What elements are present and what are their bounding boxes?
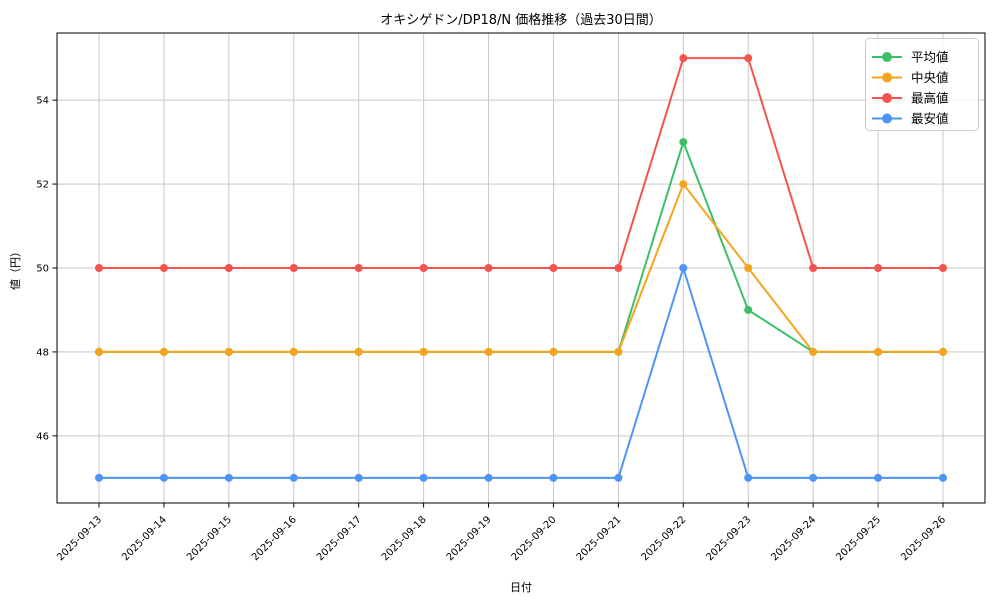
x-tick-label: 2025-09-14 xyxy=(120,514,169,563)
y-tick-label: 52 xyxy=(36,180,49,191)
data-point-lowest xyxy=(549,473,558,482)
data-point-median xyxy=(95,347,103,356)
data-point-highest xyxy=(95,264,103,272)
data-point-average xyxy=(744,305,753,314)
y-tick-label: 48 xyxy=(36,347,49,358)
data-point-highest xyxy=(744,54,753,63)
data-point-median xyxy=(484,347,493,356)
data-point-highest xyxy=(874,264,883,272)
data-point-lowest xyxy=(354,473,363,482)
data-point-median xyxy=(419,347,428,356)
data-point-median xyxy=(224,347,233,356)
x-tick-label: 2025-09-20 xyxy=(510,514,559,563)
data-point-lowest xyxy=(484,473,493,482)
data-point-highest xyxy=(549,264,558,272)
data-point-lowest xyxy=(939,473,947,482)
y-tick-label: 50 xyxy=(36,264,49,275)
data-point-highest xyxy=(419,264,428,272)
legend-item-highest: 最高値 xyxy=(872,91,949,106)
data-point-lowest xyxy=(614,473,623,482)
data-point-average xyxy=(679,138,688,147)
x-tick-label: 2025-09-19 xyxy=(445,514,494,563)
x-tick-label: 2025-09-18 xyxy=(380,514,429,563)
y-tick-label: 46 xyxy=(36,431,49,442)
x-tick-label: 2025-09-15 xyxy=(185,514,234,563)
legend-label-average: 平均値 xyxy=(911,50,949,65)
data-point-highest xyxy=(354,264,363,272)
data-point-highest xyxy=(939,264,947,272)
series-line-median xyxy=(98,183,944,353)
data-point-median xyxy=(289,347,298,356)
legend-label-highest: 最高値 xyxy=(911,91,949,106)
data-point-lowest xyxy=(679,264,688,272)
data-point-median xyxy=(159,347,168,356)
x-tick-label: 2025-09-23 xyxy=(704,514,753,563)
data-point-highest xyxy=(614,264,623,272)
data-point-lowest xyxy=(419,473,428,482)
legend-marker-median xyxy=(882,72,892,83)
data-point-highest xyxy=(224,264,233,272)
data-point-lowest xyxy=(809,473,818,482)
data-point-lowest xyxy=(224,473,233,482)
x-tick-label: 2025-09-21 xyxy=(575,514,624,563)
series-line-highest xyxy=(98,57,944,269)
series-layer xyxy=(95,54,947,482)
x-tick-label: 2025-09-22 xyxy=(640,514,689,563)
data-point-median xyxy=(614,347,623,356)
legend-box xyxy=(865,38,979,131)
data-point-highest xyxy=(159,264,168,272)
series-line-lowest xyxy=(98,267,944,479)
legend-marker-average xyxy=(882,52,892,62)
legend-item-lowest: 最安値 xyxy=(872,111,949,126)
x-tick-label: 2025-09-24 xyxy=(769,514,818,563)
legend-marker-lowest xyxy=(882,113,892,124)
data-point-lowest xyxy=(289,473,298,482)
data-point-median xyxy=(939,347,947,356)
legend: 平均値 中央値 最高値 最安値 xyxy=(865,38,979,131)
x-tick-label: 2025-09-26 xyxy=(899,514,948,563)
data-point-median xyxy=(679,180,688,189)
data-point-highest xyxy=(809,264,818,272)
legend-item-median: 中央値 xyxy=(872,70,949,85)
y-tick-label: 54 xyxy=(36,96,49,107)
data-point-highest xyxy=(679,54,688,63)
axis-layer: 2025-09-13 2025-09-14 2025-09-15 2025-09-16… xyxy=(36,32,986,563)
data-point-lowest xyxy=(874,473,883,482)
x-tick-label: 2025-09-25 xyxy=(834,514,883,563)
chart-title: オキシゲドン/DP18/N 価格推移（過去30日間） xyxy=(380,12,662,28)
legend-label-lowest: 最安値 xyxy=(911,111,949,126)
data-point-lowest xyxy=(95,473,103,482)
data-point-median xyxy=(549,347,558,356)
legend-marker-highest xyxy=(882,93,892,103)
data-point-lowest xyxy=(159,473,168,482)
legend-label-median: 中央値 xyxy=(911,70,949,85)
x-tick-label: 2025-09-13 xyxy=(55,514,104,563)
data-point-median xyxy=(354,347,363,356)
series-line-average xyxy=(98,141,944,353)
x-tick-label: 2025-09-16 xyxy=(250,514,299,563)
y-axis-label: 値（円） xyxy=(9,246,22,290)
legend-item-average: 平均値 xyxy=(872,50,949,65)
data-point-median xyxy=(744,264,753,272)
data-point-median xyxy=(809,347,818,356)
x-tick-label: 2025-09-17 xyxy=(315,514,364,563)
data-point-highest xyxy=(484,264,493,272)
x-axis-label: 日付 xyxy=(510,581,532,594)
data-point-median xyxy=(874,347,883,356)
data-point-lowest xyxy=(744,473,753,482)
data-point-highest xyxy=(289,264,298,272)
